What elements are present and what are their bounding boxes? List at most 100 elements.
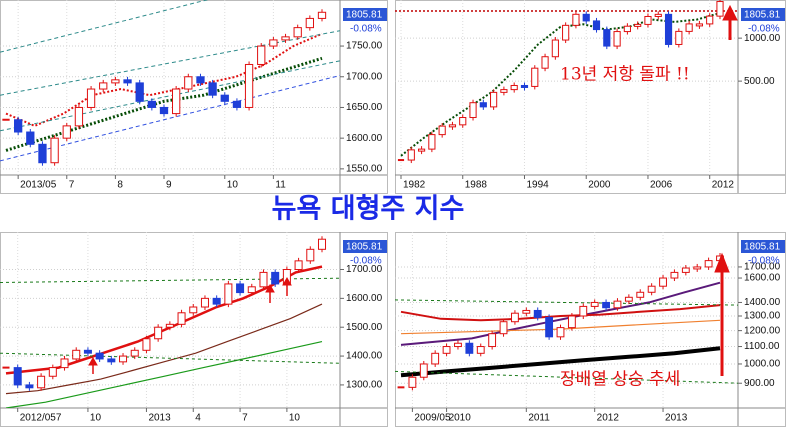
candle bbox=[624, 296, 633, 302]
x-tick-label: 10 bbox=[289, 413, 301, 424]
arrow-head bbox=[265, 283, 275, 293]
x-tick-label: 8 bbox=[117, 180, 123, 191]
candle bbox=[269, 39, 278, 47]
candle bbox=[533, 309, 542, 318]
candle bbox=[159, 106, 169, 115]
last-price: 1805.81 bbox=[346, 10, 383, 21]
y-tick-label: 1100.00 bbox=[744, 341, 780, 352]
candle bbox=[189, 306, 198, 314]
candle bbox=[95, 352, 104, 360]
heading: 뉴욕 대형주 지수 bbox=[272, 194, 465, 225]
candle bbox=[706, 15, 714, 25]
y-tick-label: 1650.00 bbox=[346, 102, 383, 113]
plot bbox=[0, 0, 340, 175]
overlay-line bbox=[0, 0, 209, 53]
last-price: 1805.81 bbox=[346, 242, 383, 253]
candle bbox=[520, 84, 529, 88]
candle bbox=[2, 118, 10, 121]
candle bbox=[479, 102, 487, 108]
arrow-head bbox=[88, 356, 98, 366]
candle bbox=[579, 305, 588, 317]
x-tick-label: 1994 bbox=[526, 180, 549, 191]
candle bbox=[531, 67, 539, 87]
candle bbox=[220, 94, 229, 102]
candle bbox=[184, 76, 193, 90]
plot-frame bbox=[0, 0, 388, 194]
y-tick-label: 1200.00 bbox=[744, 325, 781, 336]
candle bbox=[14, 119, 23, 133]
x-tick-label: 1988 bbox=[465, 180, 488, 191]
plot bbox=[395, 0, 738, 175]
candle bbox=[670, 271, 679, 279]
y-tick-label: 1700.00 bbox=[346, 71, 383, 82]
candle bbox=[636, 291, 645, 298]
candle bbox=[294, 260, 303, 271]
last-price: 1805.81 bbox=[744, 242, 781, 253]
candle bbox=[135, 82, 144, 102]
y-tick-label: 900.00 bbox=[744, 378, 775, 389]
candle bbox=[154, 326, 163, 340]
x-tick-label: 11 bbox=[275, 180, 286, 191]
candle bbox=[305, 17, 314, 29]
overlay-line bbox=[400, 281, 721, 346]
candle bbox=[685, 23, 693, 32]
overlay-line bbox=[400, 346, 721, 378]
x-tick-label: 2013 bbox=[148, 413, 171, 424]
candle bbox=[551, 39, 559, 58]
candle bbox=[541, 56, 549, 69]
candle bbox=[613, 300, 622, 309]
candle bbox=[111, 79, 120, 84]
candle bbox=[681, 267, 690, 273]
y-tick-label: 1300.00 bbox=[346, 380, 383, 391]
candle bbox=[431, 352, 440, 365]
candle bbox=[562, 24, 570, 41]
candle bbox=[407, 149, 415, 161]
candle bbox=[232, 100, 242, 108]
candle bbox=[271, 271, 280, 285]
candle bbox=[567, 315, 576, 329]
x-tick-label: 2012 bbox=[712, 180, 735, 191]
candle bbox=[196, 76, 205, 84]
candle bbox=[317, 11, 327, 19]
candle bbox=[693, 266, 702, 270]
overlay-line bbox=[5, 303, 323, 395]
x-tick-label: 1982 bbox=[403, 180, 426, 191]
candle bbox=[224, 283, 233, 305]
candle bbox=[247, 286, 256, 294]
candle bbox=[417, 148, 426, 152]
x-tick-label: 2012/057 bbox=[20, 413, 62, 424]
candle bbox=[259, 271, 268, 288]
y-tick-label: 1500.00 bbox=[346, 322, 383, 333]
candle bbox=[200, 297, 209, 308]
candle bbox=[397, 386, 405, 389]
candle bbox=[293, 27, 302, 38]
candle bbox=[397, 159, 405, 162]
candle bbox=[590, 301, 599, 307]
y-tick-label: 1600.00 bbox=[744, 273, 781, 284]
candle bbox=[2, 366, 10, 369]
candle bbox=[623, 25, 631, 33]
y-tick-label: 500.00 bbox=[744, 76, 775, 87]
candle bbox=[72, 349, 81, 360]
candle bbox=[408, 376, 417, 388]
candle bbox=[500, 89, 508, 93]
candle bbox=[172, 88, 181, 115]
candle bbox=[99, 82, 108, 90]
candle bbox=[603, 29, 611, 47]
candle bbox=[83, 349, 92, 354]
y-tick-label: 1000.00 bbox=[744, 359, 781, 370]
price-box bbox=[741, 8, 785, 21]
x-tick-label: 2013 bbox=[665, 413, 688, 424]
candle bbox=[74, 106, 84, 127]
candle bbox=[37, 375, 46, 389]
candle bbox=[704, 260, 713, 268]
candle bbox=[208, 82, 217, 96]
change: -0.08% bbox=[350, 256, 382, 267]
candle bbox=[86, 88, 96, 108]
candle bbox=[281, 36, 290, 41]
candle bbox=[647, 285, 656, 293]
candle bbox=[716, 1, 724, 17]
